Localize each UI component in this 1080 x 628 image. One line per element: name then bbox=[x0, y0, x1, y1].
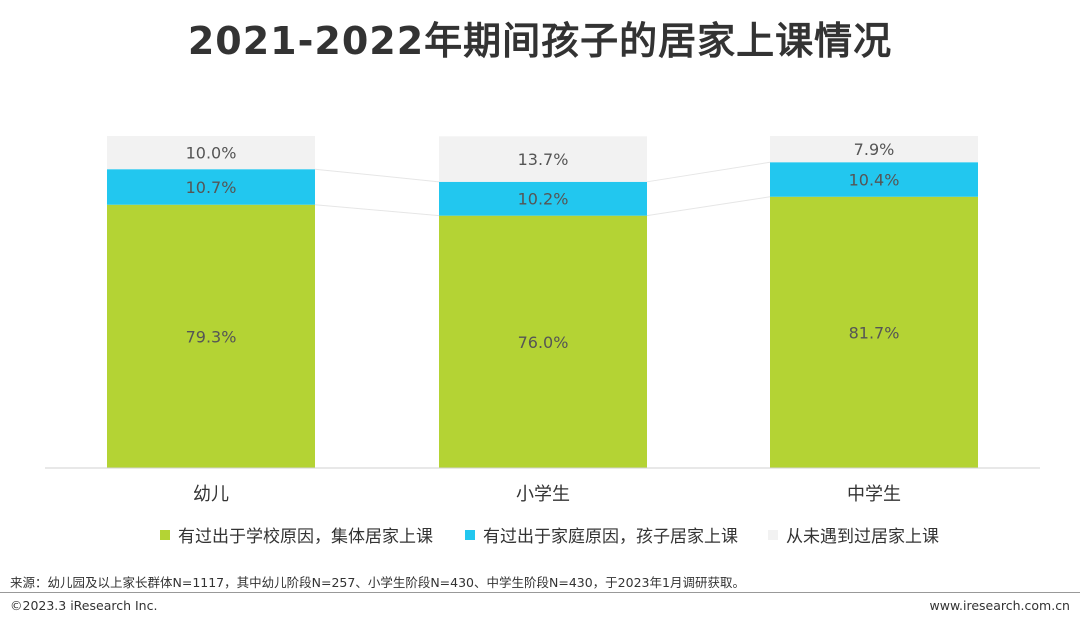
legend-item-never: 从未遇到过居家上课 bbox=[768, 522, 939, 547]
legend-item-family: 有过出于家庭原因，孩子居家上课 bbox=[465, 522, 738, 547]
legend-label-never: 从未遇到过居家上课 bbox=[786, 527, 939, 547]
bar-segment bbox=[770, 162, 978, 197]
bar-segment bbox=[107, 204, 315, 468]
data-label: 10.2% bbox=[518, 190, 569, 209]
footer-website: www.iresearch.com.cn bbox=[929, 598, 1071, 613]
chart-title: 2021-2022年期间孩子的居家上课情况 bbox=[187, 19, 893, 63]
legend-item-school: 有过出于学校原因，集体居家上课 bbox=[160, 522, 433, 547]
data-label: 81.7% bbox=[849, 323, 900, 342]
legend-swatch-never bbox=[768, 529, 778, 540]
bar-segment bbox=[439, 136, 647, 182]
bar-segment bbox=[107, 136, 315, 170]
legend-label-family: 有过出于家庭原因，孩子居家上课 bbox=[483, 527, 738, 547]
bar-segment bbox=[107, 169, 315, 205]
bar-segment bbox=[770, 136, 978, 163]
data-label: 10.4% bbox=[849, 170, 900, 189]
chart-legend: 有过出于学校原因，集体居家上课 有过出于家庭原因，孩子居家上课 从未遇到过居家上… bbox=[160, 522, 960, 547]
data-label: 79.3% bbox=[186, 327, 237, 346]
stacked-bar-chart: 79.3% 10.7% 10.0% 幼儿 76.0% 10.2% 13.7% 小学生 81.7%… bbox=[45, 136, 1040, 505]
legend-label-school: 有过出于学校原因，集体居家上课 bbox=[178, 527, 433, 547]
data-label: 7.9% bbox=[854, 140, 895, 159]
category-label: 小学生 bbox=[516, 484, 570, 505]
footer-divider bbox=[0, 592, 1080, 593]
connector-line bbox=[314, 204, 440, 217]
category-label: 幼儿 bbox=[193, 484, 229, 505]
bar-segment bbox=[439, 215, 647, 468]
data-label: 10.0% bbox=[186, 144, 237, 163]
data-label: 10.7% bbox=[186, 178, 237, 197]
legend-swatch-school bbox=[160, 529, 170, 540]
bar-segment bbox=[770, 196, 978, 469]
connector-line bbox=[314, 168, 440, 183]
legend-swatch-family bbox=[465, 529, 475, 540]
category-label: 中学生 bbox=[847, 484, 901, 505]
connector-line bbox=[646, 196, 771, 217]
bar-segment bbox=[439, 181, 647, 216]
data-label: 76.0% bbox=[518, 333, 569, 352]
footer-copyright: ©2023.3 iResearch Inc. bbox=[10, 598, 158, 613]
source-note: 来源：幼儿园及以上家长群体N=1117，其中幼儿阶段N=257、小学生阶段N=4… bbox=[10, 575, 745, 590]
connector-line bbox=[646, 161, 771, 183]
data-label: 13.7% bbox=[518, 150, 569, 169]
